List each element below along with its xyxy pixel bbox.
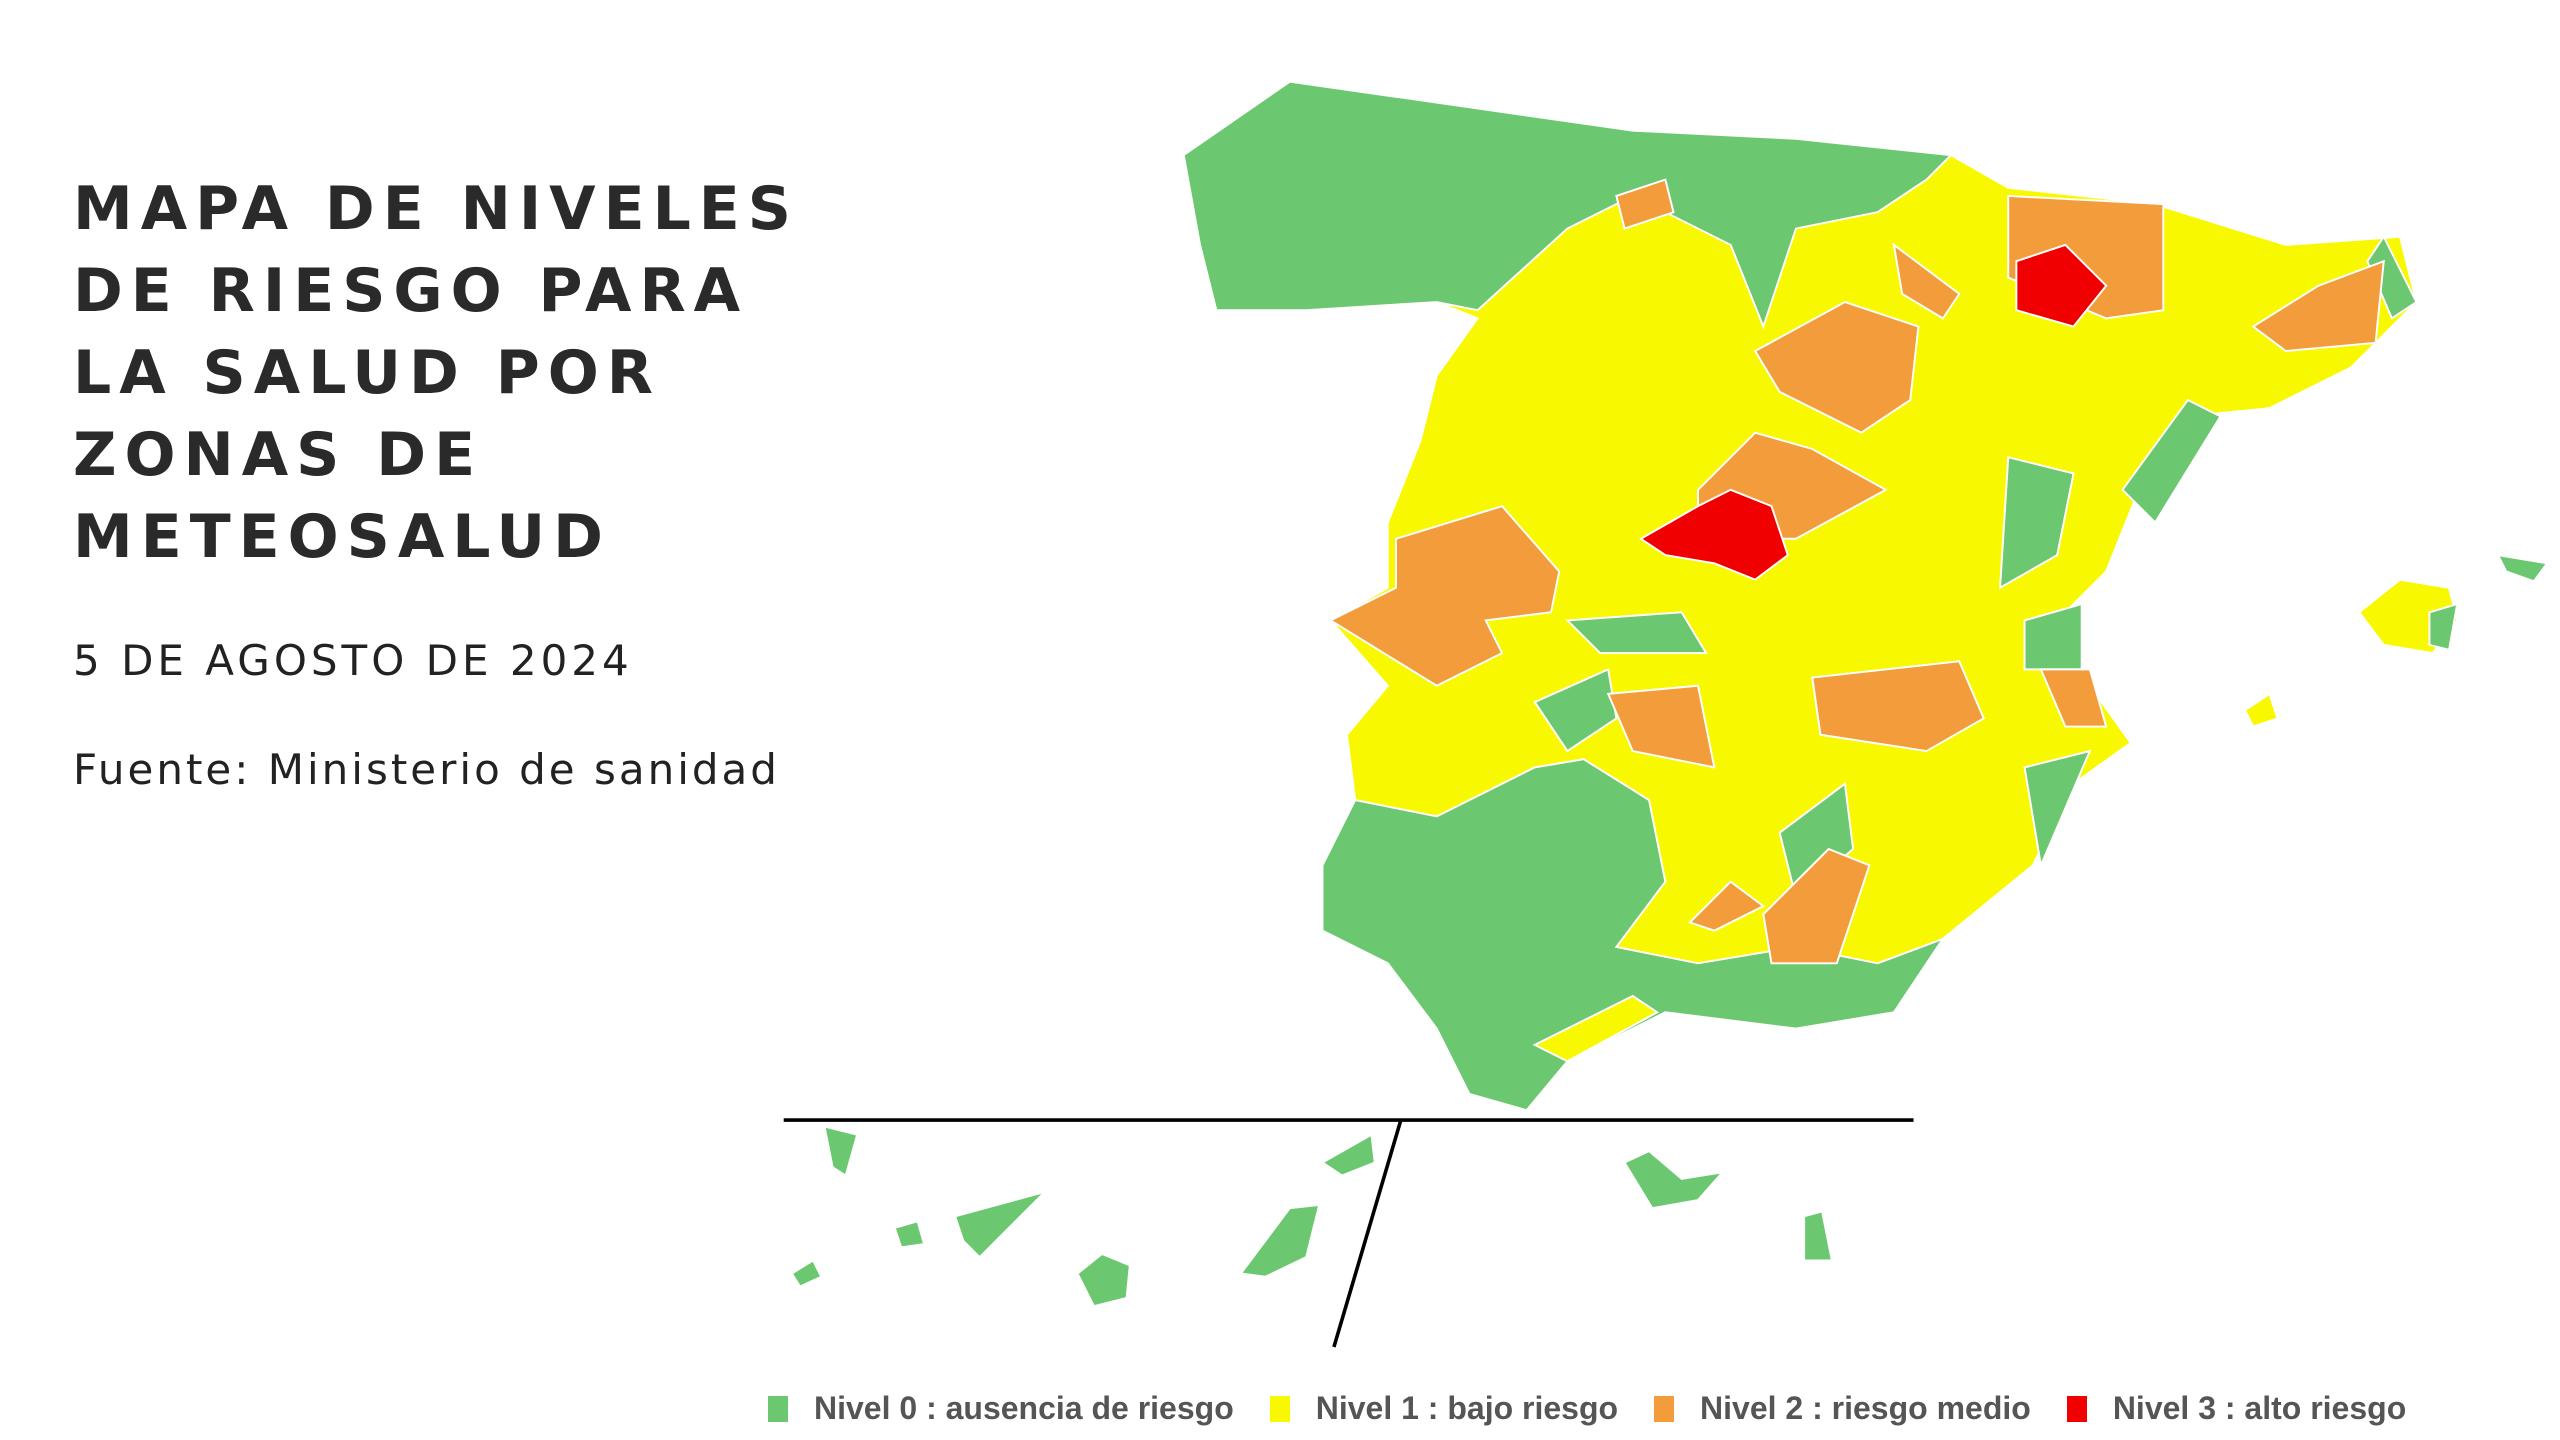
legend-swatch: [2066, 1395, 2087, 1422]
title-line: METEOSALUD: [73, 502, 611, 572]
region: [1688, 880, 1766, 932]
region: [2251, 259, 2385, 353]
island: [2428, 602, 2459, 652]
date: 5 DE AGOSTO DE 2024: [73, 636, 633, 685]
region: [2121, 398, 2222, 525]
region: [1321, 758, 1946, 1112]
island: [953, 1189, 1049, 1259]
title-line: MAPA DE NIVELES: [73, 174, 800, 244]
legend-item: Nivel 0 : ausencia de riesgo: [768, 1390, 1234, 1427]
legend: Nivel 0 : ausencia de riesgo Nivel 1 : ba…: [768, 1390, 2442, 1427]
region: [2023, 749, 2092, 869]
region: [1565, 611, 1708, 655]
legend-swatch: [768, 1395, 788, 1422]
legend-item: Nivel 1 : bajo riesgo: [1269, 1390, 1619, 1427]
region: [1182, 80, 1954, 330]
island: [893, 1220, 926, 1249]
legend-label: Nivel 1 : bajo riesgo: [1315, 1390, 1619, 1426]
island: [1320, 1133, 1376, 1177]
source: Fuente: Ministerio de sanidad: [73, 745, 780, 794]
separator-line: [1332, 1119, 1403, 1348]
legend-label: Nivel 2 : riesgo medio: [1700, 1390, 2031, 1426]
region: [1606, 684, 1716, 769]
region: [1639, 488, 1789, 581]
island: [2496, 553, 2549, 583]
region: [2015, 243, 2108, 328]
legend-item: Nivel 2 : riesgo medio: [1654, 1390, 2031, 1427]
region: [1778, 781, 1855, 900]
island: [1803, 1210, 1834, 1262]
title-line: LA SALUD POR: [73, 338, 661, 408]
region: [1615, 178, 1675, 230]
island: [823, 1125, 859, 1178]
island: [2243, 692, 2279, 728]
island: [1076, 1252, 1131, 1308]
map-layer: [783, 80, 2549, 1348]
legend-swatch: [1654, 1395, 1675, 1422]
title-line: ZONAS DE: [73, 420, 484, 490]
region: [1532, 994, 1660, 1063]
region: [1753, 300, 1920, 434]
title: MAPA DE NIVELES DE RIESGO PARA LA SALUD PO…: [73, 168, 799, 578]
island: [790, 1259, 823, 1288]
title-line: DE RIESGO PARA: [73, 256, 749, 326]
region: [1328, 505, 1561, 687]
legend-item: Nivel 3 : alto riesgo: [2066, 1390, 2407, 1427]
legend-label: Nivel 3 : alto riesgo: [2112, 1390, 2407, 1426]
region: [1892, 242, 1961, 320]
region: [1533, 667, 1618, 753]
region: [1811, 660, 1985, 753]
island: [1239, 1203, 1321, 1278]
region: [1998, 455, 2075, 590]
region: [2366, 234, 2418, 320]
legend-label: Nivel 0 : ausencia de riesgo: [814, 1390, 1234, 1426]
region: [1762, 847, 1871, 965]
island: [1623, 1149, 1726, 1210]
legend-swatch: [1269, 1395, 1290, 1422]
region: [2039, 668, 2108, 728]
map: [783, 80, 2549, 1348]
